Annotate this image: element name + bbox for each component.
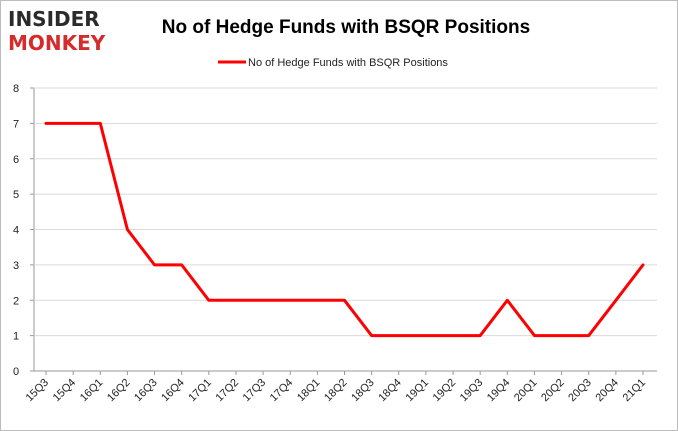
x-tick-label: 20Q3 bbox=[566, 377, 594, 405]
y-tick-label: 6 bbox=[13, 154, 19, 166]
data-point bbox=[45, 122, 48, 125]
data-point bbox=[452, 334, 455, 337]
chart-title: No of Hedge Funds with BSQR Positions bbox=[162, 17, 530, 38]
insider-monkey-logo: INSIDER MONKEY bbox=[8, 7, 106, 55]
x-tick-label: 16Q3 bbox=[132, 377, 160, 405]
x-tick-label: 20Q4 bbox=[593, 377, 621, 405]
data-point bbox=[316, 299, 319, 302]
data-point bbox=[424, 334, 427, 337]
data-point bbox=[262, 299, 265, 302]
data-point bbox=[587, 334, 590, 337]
data-point bbox=[126, 228, 129, 231]
x-tick-label: 21Q1 bbox=[621, 377, 649, 405]
data-point bbox=[207, 299, 210, 302]
data-point bbox=[289, 299, 292, 302]
x-tick-label: 16Q2 bbox=[105, 377, 133, 405]
x-tick-label: 19Q2 bbox=[431, 377, 459, 405]
x-tick-label: 19Q3 bbox=[458, 377, 486, 405]
data-point bbox=[506, 299, 509, 302]
x-tick-label: 15Q3 bbox=[24, 377, 52, 405]
x-tick-label: 18Q3 bbox=[349, 377, 377, 405]
y-tick-label: 7 bbox=[13, 118, 19, 130]
data-point bbox=[72, 122, 75, 125]
x-tick-label: 18Q2 bbox=[322, 377, 350, 405]
x-tick-label: 17Q2 bbox=[214, 377, 242, 405]
logo-line-1: INSIDER bbox=[8, 7, 100, 31]
data-point bbox=[479, 334, 482, 337]
series-layer bbox=[44, 121, 645, 338]
data-point bbox=[370, 334, 373, 337]
x-tick-label: 18Q4 bbox=[376, 377, 404, 405]
data-point bbox=[180, 263, 183, 266]
data-point bbox=[234, 299, 237, 302]
legend: No of Hedge Funds with BSQR Positions bbox=[218, 57, 448, 69]
data-point bbox=[397, 334, 400, 337]
y-tick-label: 2 bbox=[13, 295, 19, 307]
x-tick-label: 18Q1 bbox=[295, 377, 323, 405]
x-tick-label: 16Q1 bbox=[78, 377, 106, 405]
y-tick-label: 0 bbox=[13, 366, 19, 378]
data-point bbox=[99, 122, 102, 125]
series-line-0 bbox=[44, 121, 645, 338]
x-tick-label: 20Q1 bbox=[512, 377, 540, 405]
y-tick-label: 1 bbox=[13, 331, 19, 343]
logo-line-2: MONKEY bbox=[8, 31, 106, 55]
x-axis: 15Q3 15Q4 16Q1 16Q2 16Q3 16Q4 17Q1 17Q2 17Q3 17Q4… bbox=[24, 371, 649, 405]
data-point bbox=[560, 334, 563, 337]
x-tick-label: 17Q3 bbox=[241, 377, 269, 405]
y-tick-label: 4 bbox=[13, 225, 19, 237]
x-tick-label: 20Q2 bbox=[539, 377, 567, 405]
data-point bbox=[642, 263, 645, 266]
data-point bbox=[533, 334, 536, 337]
x-tick-label: 19Q4 bbox=[485, 377, 513, 405]
x-tick-label: 16Q4 bbox=[159, 377, 187, 405]
y-tick-label: 3 bbox=[13, 260, 19, 272]
x-tick-label: 15Q4 bbox=[51, 377, 79, 405]
y-tick-label: 8 bbox=[13, 83, 19, 95]
y-tick-label: 5 bbox=[13, 189, 19, 201]
x-tick-label: 17Q4 bbox=[268, 377, 296, 405]
data-point bbox=[343, 299, 346, 302]
x-tick-label: 19Q1 bbox=[404, 377, 432, 405]
legend-label: No of Hedge Funds with BSQR Positions bbox=[248, 57, 448, 69]
data-point bbox=[153, 263, 156, 266]
y-axis: 0 1 2 3 4 5 6 7 8 bbox=[13, 83, 35, 378]
x-tick-label: 17Q1 bbox=[186, 377, 214, 405]
data-point bbox=[614, 299, 617, 302]
